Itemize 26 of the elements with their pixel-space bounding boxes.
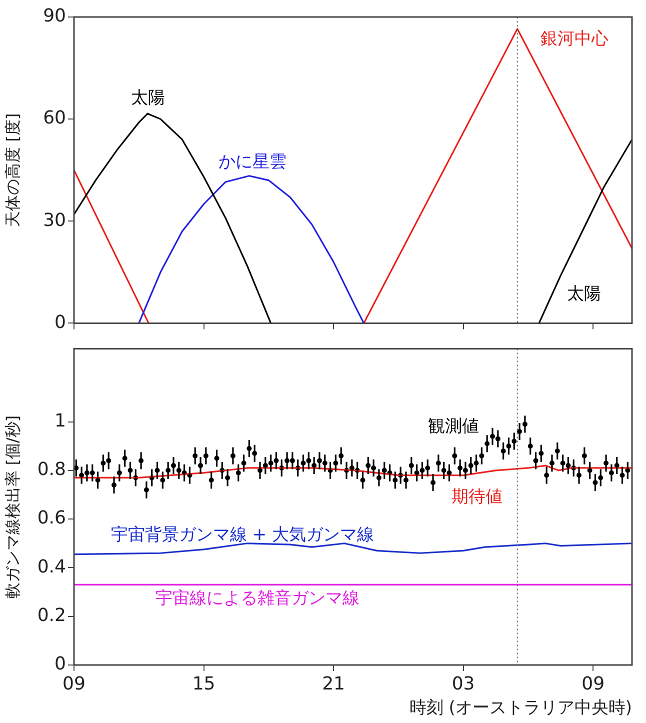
x-axis-title: 時刻 (オーストラリア中央時)	[409, 698, 632, 718]
y-tick-label: 30	[43, 210, 66, 231]
y-tick-label: 90	[43, 6, 66, 27]
y-tick-label: 0	[54, 312, 66, 333]
x-tick-label: 21	[322, 673, 345, 694]
series-label: 観測値	[428, 416, 479, 436]
x-tick-label: 09	[582, 673, 605, 694]
y-tick-label: 1	[54, 410, 66, 432]
series-label: 宇宙線による雑音ガンマ線	[156, 588, 360, 608]
y-tick-label: 0.4	[37, 556, 66, 578]
y-axis-title: 軟ガンマ線検出率 [個/秒]	[2, 415, 22, 598]
y-tick-label: 0.2	[37, 605, 66, 626]
y-tick-label: 0	[54, 654, 66, 675]
x-tick-label: 03	[452, 673, 475, 694]
series-label: 期待値	[451, 486, 502, 507]
series-label: 銀河中心	[540, 29, 609, 50]
x-tick-label: 15	[192, 673, 216, 694]
series-label: かに星雲	[218, 152, 287, 172]
x-tick-label: 09	[62, 673, 86, 694]
text: 太陽	[131, 88, 166, 108]
y-axis-title: 天体の高度 [度]	[2, 113, 22, 227]
y-tick-label: 0.8	[37, 459, 66, 480]
series-label: 宇宙背景ガンマ線 + 大気ガンマ線	[110, 525, 374, 546]
y-tick-label: 60	[43, 108, 66, 129]
y-tick-label: 0.6	[37, 508, 66, 529]
series-label: 太陽	[567, 284, 602, 304]
